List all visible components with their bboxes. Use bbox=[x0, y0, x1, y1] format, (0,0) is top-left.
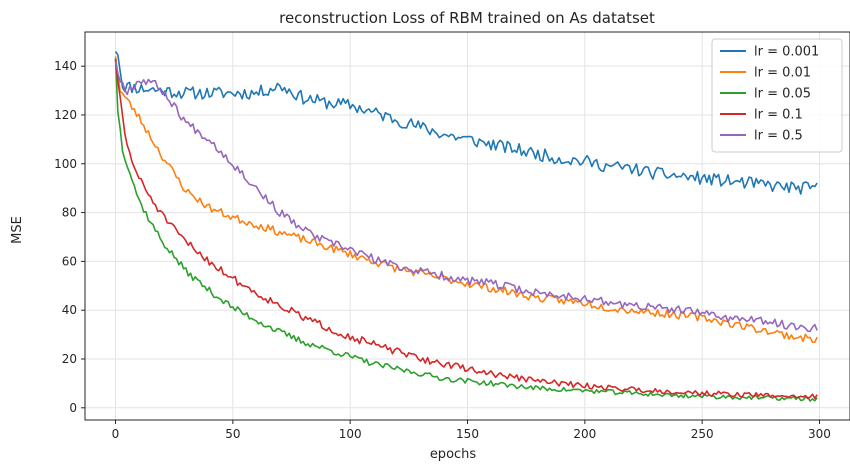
legend-label: lr = 0.01 bbox=[754, 66, 811, 81]
series-line-3 bbox=[114, 58, 818, 400]
chart-title: reconstruction Loss of RBM trained on As… bbox=[279, 9, 655, 27]
legend-label: lr = 0.05 bbox=[754, 87, 811, 102]
y-tick-label: 60 bbox=[62, 254, 77, 268]
legend: lr = 0.001 lr = 0.01 lr = 0.05 lr = 0.1 lr =… bbox=[711, 38, 843, 153]
x-tick-label: 100 bbox=[339, 427, 362, 441]
x-tick-label: 0 bbox=[112, 427, 120, 441]
series-line-0 bbox=[114, 51, 818, 195]
series-line-4 bbox=[114, 61, 818, 333]
y-tick-label: 20 bbox=[62, 352, 77, 366]
y-axis-label: MSE bbox=[10, 216, 25, 244]
grid bbox=[85, 32, 850, 420]
legend-label: lr = 0.5 bbox=[754, 129, 803, 144]
legend-label: lr = 0.1 bbox=[754, 108, 803, 123]
x-tick-label: 50 bbox=[225, 427, 240, 441]
x-axis-label: epochs bbox=[430, 447, 477, 462]
y-tick-label: 40 bbox=[62, 303, 77, 317]
x-tick-label: 250 bbox=[691, 427, 714, 441]
y-tick-label: 140 bbox=[54, 59, 77, 73]
x-axis: 0 50 100 150 200 250 300 bbox=[112, 420, 831, 441]
y-tick-label: 120 bbox=[54, 108, 77, 122]
y-tick-label: 0 bbox=[69, 401, 77, 415]
plot-lines bbox=[114, 51, 818, 402]
y-axis: 0 20 40 60 80 100 120 140 bbox=[54, 59, 85, 415]
x-tick-label: 300 bbox=[808, 427, 831, 441]
y-tick-label: 80 bbox=[62, 206, 77, 220]
series-line-2 bbox=[114, 58, 818, 402]
legend-label: lr = 0.001 bbox=[754, 45, 819, 60]
y-tick-label: 100 bbox=[54, 157, 77, 171]
legend-box bbox=[711, 38, 843, 153]
x-tick-label: 150 bbox=[456, 427, 479, 441]
x-tick-label: 200 bbox=[573, 427, 596, 441]
